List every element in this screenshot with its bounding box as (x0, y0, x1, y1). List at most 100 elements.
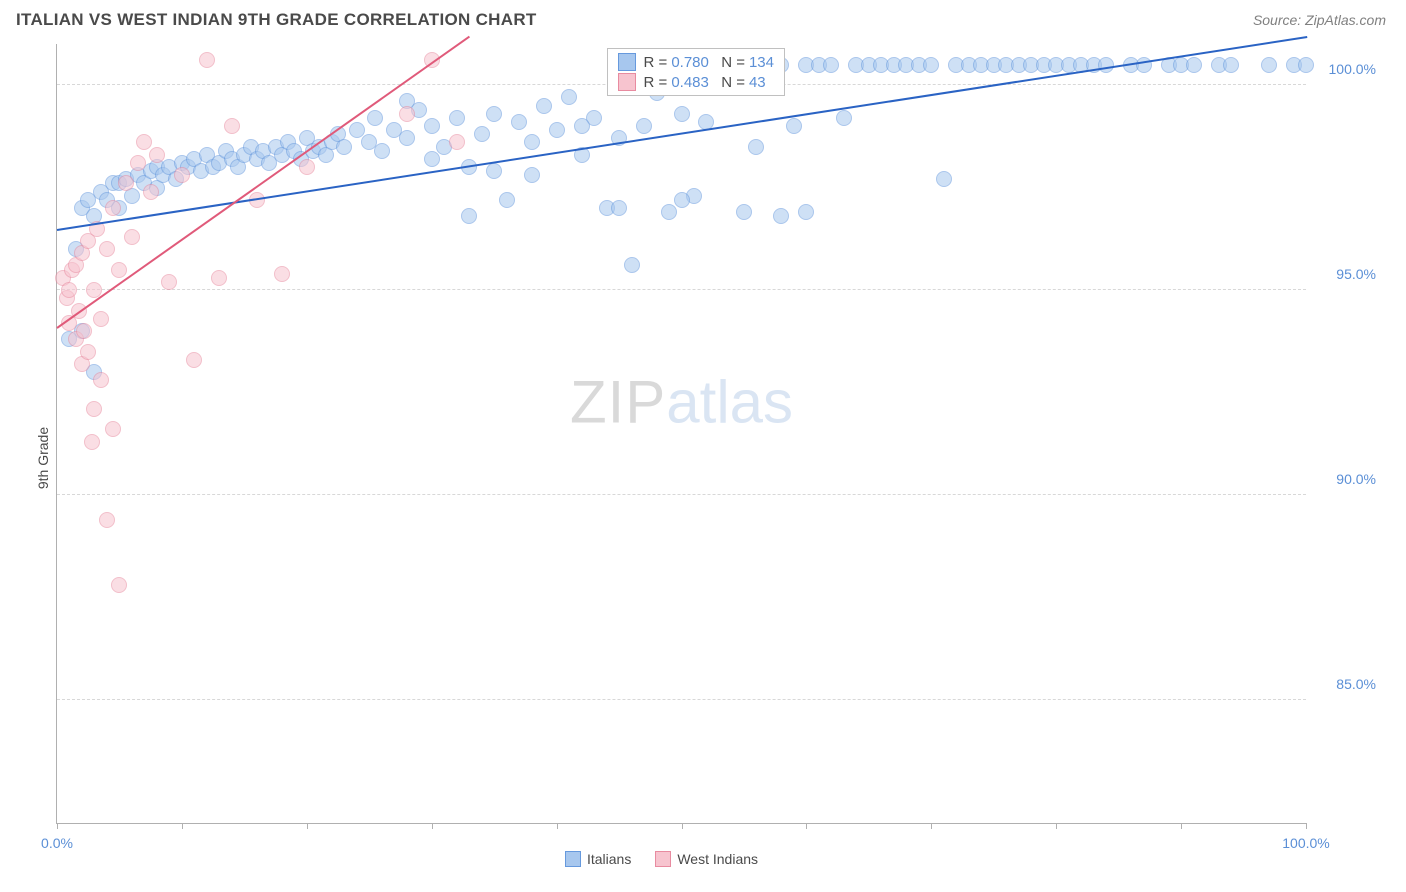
x-tick (682, 823, 683, 829)
data-point (86, 401, 102, 417)
gridline (57, 494, 1306, 495)
data-point (524, 167, 540, 183)
data-point (461, 208, 477, 224)
data-point (118, 175, 134, 191)
data-point (674, 106, 690, 122)
data-point (161, 274, 177, 290)
series-legend: Italians West Indians (97, 851, 1226, 867)
data-point (174, 167, 190, 183)
data-point (80, 344, 96, 360)
legend-swatch (655, 851, 671, 867)
legend-swatch (618, 73, 636, 91)
data-point (823, 57, 839, 73)
x-tick (182, 823, 183, 829)
gridline (57, 289, 1306, 290)
data-point (186, 352, 202, 368)
y-tick-label: 100.0% (1316, 61, 1376, 77)
data-point (424, 151, 440, 167)
data-point (374, 143, 390, 159)
data-point (76, 323, 92, 339)
data-point (499, 192, 515, 208)
data-point (124, 229, 140, 245)
data-point (1298, 57, 1314, 73)
data-point (336, 139, 352, 155)
data-point (105, 421, 121, 437)
data-point (99, 241, 115, 257)
legend-row: R = 0.780 N = 134 (618, 53, 774, 71)
data-point (1186, 57, 1202, 73)
data-point (111, 262, 127, 278)
data-point (798, 204, 814, 220)
data-point (224, 118, 240, 134)
data-point (1223, 57, 1239, 73)
x-tick (1181, 823, 1182, 829)
data-point (211, 270, 227, 286)
legend-text: R = 0.483 N = 43 (644, 74, 766, 91)
y-tick-label: 95.0% (1316, 266, 1376, 282)
data-point (736, 204, 752, 220)
data-point (786, 118, 802, 134)
data-point (624, 257, 640, 273)
x-tick (432, 823, 433, 829)
legend-label: Italians (587, 851, 631, 867)
legend-label: West Indians (677, 851, 758, 867)
data-point (1136, 57, 1152, 73)
data-point (130, 155, 146, 171)
gridline (57, 699, 1306, 700)
data-point (1261, 57, 1277, 73)
source-label: Source: ZipAtlas.com (1253, 12, 1386, 28)
plot-area: ZIPatlas 85.0%90.0%95.0%100.0%0.0%100.0%… (56, 44, 1306, 824)
data-point (111, 577, 127, 593)
data-point (661, 204, 677, 220)
data-point (199, 52, 215, 68)
legend-text: R = 0.780 N = 134 (644, 54, 774, 71)
data-point (674, 192, 690, 208)
y-tick-label: 90.0% (1316, 471, 1376, 487)
data-point (511, 114, 527, 130)
data-point (449, 110, 465, 126)
data-point (424, 118, 440, 134)
data-point (1098, 57, 1114, 73)
data-point (449, 134, 465, 150)
data-point (549, 122, 565, 138)
data-point (636, 118, 652, 134)
watermark: ZIPatlas (570, 368, 793, 437)
chart-container: 9th Grade ZIPatlas 85.0%90.0%95.0%100.0%… (16, 44, 1386, 872)
data-point (574, 118, 590, 134)
data-point (486, 163, 502, 179)
data-point (486, 106, 502, 122)
data-point (399, 130, 415, 146)
data-point (93, 311, 109, 327)
data-point (836, 110, 852, 126)
data-point (936, 171, 952, 187)
data-point (923, 57, 939, 73)
x-tick (806, 823, 807, 829)
data-point (61, 282, 77, 298)
x-tick (931, 823, 932, 829)
data-point (474, 126, 490, 142)
legend-swatch (565, 851, 581, 867)
data-point (84, 434, 100, 450)
data-point (748, 139, 764, 155)
y-tick-label: 85.0% (1316, 676, 1376, 692)
data-point (536, 98, 552, 114)
data-point (367, 110, 383, 126)
data-point (349, 122, 365, 138)
correlation-legend: R = 0.780 N = 134 R = 0.483 N = 43 (607, 48, 785, 96)
data-point (399, 106, 415, 122)
legend-swatch (618, 53, 636, 71)
data-point (611, 200, 627, 216)
data-point (105, 200, 121, 216)
x-tick (1306, 823, 1307, 829)
legend-row: R = 0.483 N = 43 (618, 73, 774, 91)
x-tick-label: 0.0% (41, 835, 73, 851)
x-tick (1056, 823, 1057, 829)
data-point (93, 372, 109, 388)
x-tick (57, 823, 58, 829)
data-point (274, 266, 290, 282)
y-axis-label: 9th Grade (35, 427, 51, 489)
x-tick-label: 100.0% (1282, 835, 1329, 851)
data-point (561, 89, 577, 105)
data-point (773, 208, 789, 224)
data-point (136, 134, 152, 150)
